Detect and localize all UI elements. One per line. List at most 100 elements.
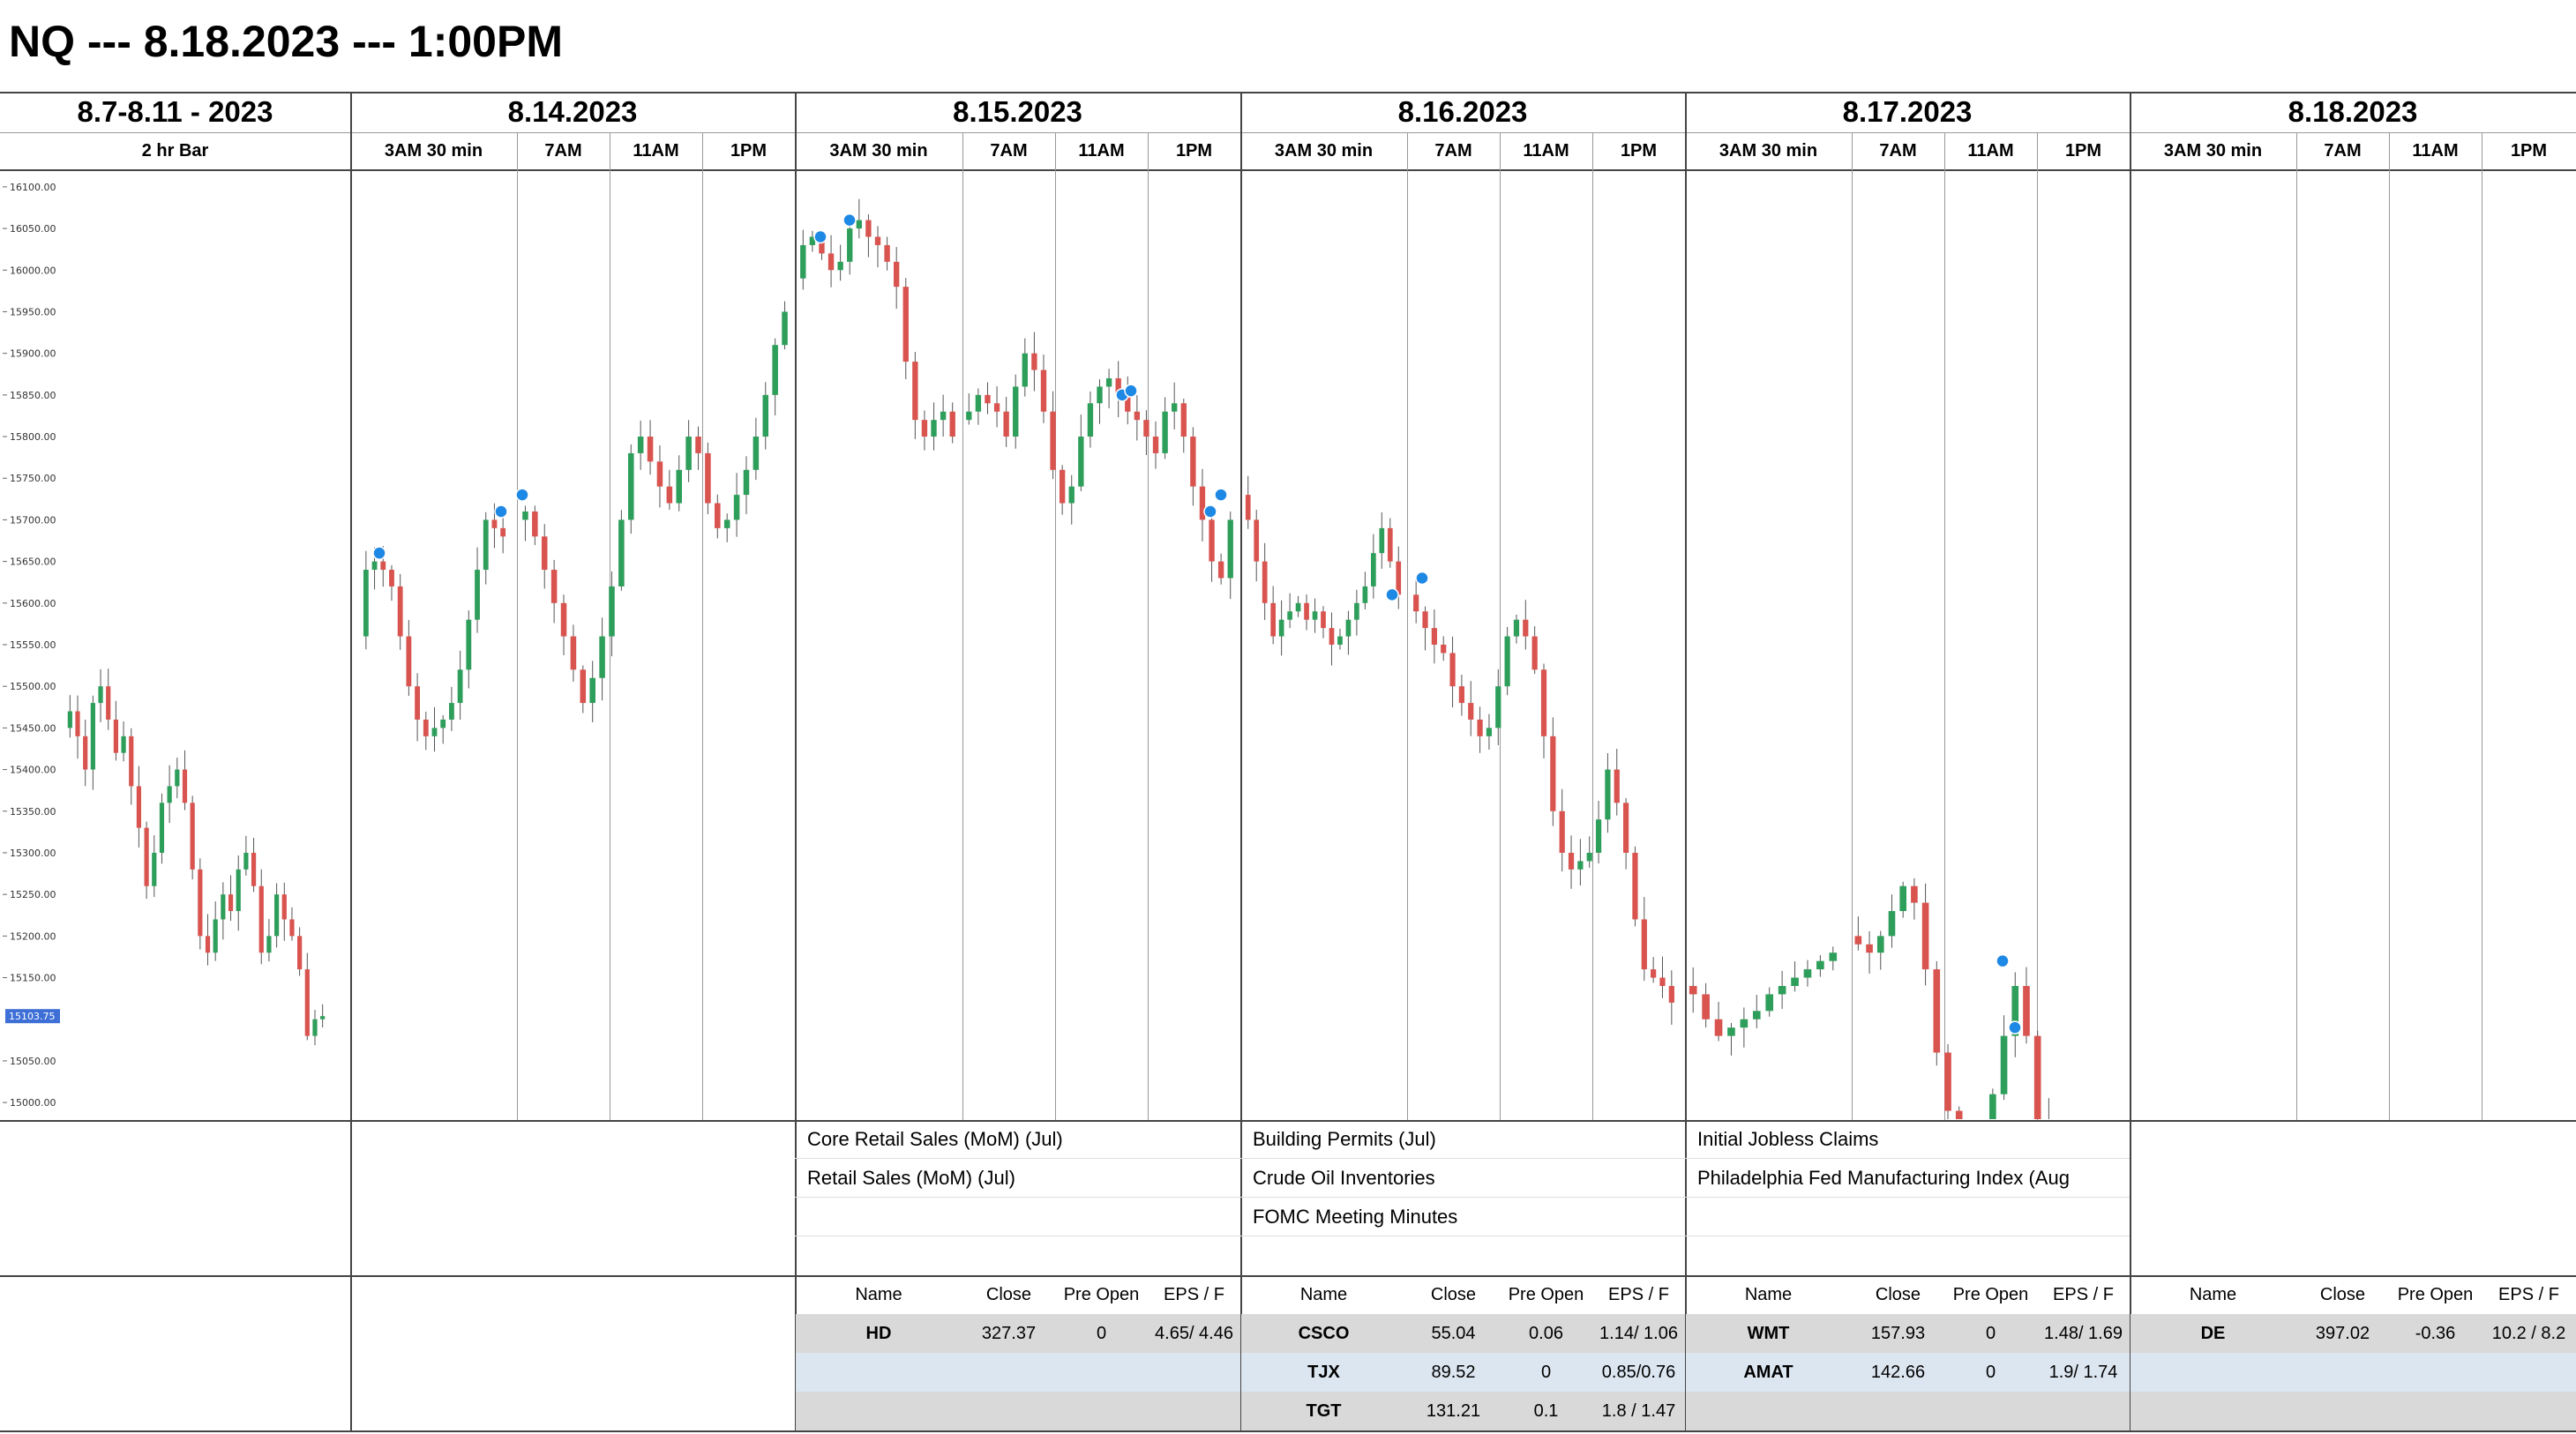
candle [297,927,303,976]
candle [1180,399,1187,453]
day-header: 8.17.2023 [1842,95,1973,128]
candle [570,624,577,682]
candle [1031,332,1037,392]
candle [656,445,663,508]
earnings-preopen: 0 [1985,1323,1996,1343]
earnings-ticker: HD [865,1323,892,1343]
sub-header: 7AM [2324,140,2362,161]
event-item: Philadelphia Fed Manufacturing Index (Au… [1685,1159,2130,1198]
y-tick-label: 15600.00 [10,598,56,609]
candle [274,883,280,948]
candle [753,417,760,481]
event-marker-icon[interactable] [1415,571,1429,586]
event-item: Crude Oil Inventories [1240,1159,1685,1198]
candle [1134,395,1141,441]
candle [1040,355,1047,423]
candle [560,594,567,655]
sub-header: 3AM 30 min [384,140,483,161]
candle [589,661,595,722]
candle [2000,1015,2008,1101]
candle [1287,593,1292,629]
earnings-eps: 1.9/ 1.74 [2048,1362,2118,1382]
candle [1803,960,1812,987]
candle [1458,675,1464,716]
sub-header: 3AM 30 min [1719,140,1818,161]
candle [1379,512,1385,569]
earnings-close: 89.52 [1431,1362,1476,1382]
candle [258,869,264,965]
candle [647,420,654,475]
sub-header: 11AM [1078,140,1125,161]
y-tick-label: 15850.00 [10,390,56,401]
event-marker-icon[interactable] [842,213,857,228]
candle [1523,600,1529,650]
sub-header: 1PM [1620,140,1658,161]
candle [723,513,730,542]
sub-header: 1PM [730,140,768,161]
earnings-preopen: 0.06 [1529,1323,1563,1343]
candle [1816,955,1824,977]
candle [800,229,806,290]
candle [618,510,625,591]
candle [167,765,172,824]
candle [599,617,605,701]
event-marker-icon[interactable] [1214,488,1228,502]
candle [113,700,118,761]
candle [320,1004,326,1027]
candle [251,838,257,893]
candle [1791,961,1799,992]
candle [500,513,506,554]
candle [1441,636,1447,661]
candle [2011,972,2019,1057]
y-tick-label: 16050.00 [10,223,56,235]
candle [483,512,489,585]
candle [666,469,673,510]
earnings-header: Pre Open [1952,1284,2029,1304]
y-tick-label: 16100.00 [10,182,56,193]
event-marker-icon[interactable] [1385,587,1399,602]
candle [1312,598,1318,633]
candle [1702,982,1710,1028]
candle [1337,628,1343,650]
candle [772,338,778,415]
day-header: 8.16.2023 [1397,95,1528,128]
event-item [1685,1198,2130,1236]
sub-header: 7AM [990,140,1028,161]
candle [1586,836,1592,868]
event-marker-icon[interactable] [494,504,508,519]
candle [2048,1098,2049,1119]
event-item: Initial Jobless Claims [1685,1120,2130,1159]
candle [931,402,937,451]
event-marker-icon[interactable] [1996,953,2010,968]
candle [1876,930,1884,970]
candle [1304,594,1309,631]
candle [389,564,394,601]
candle [912,352,918,439]
event-marker-icon[interactable] [1124,384,1138,398]
candle [1641,897,1647,982]
event-marker-icon[interactable] [1203,504,1217,519]
candle [466,610,472,689]
candle [440,714,446,744]
candle [1209,505,1215,582]
candlestick-chart[interactable]: 16100.00 16050.00 16000.00 15950.00 15900.00… [0,170,2576,1119]
candle [1295,595,1301,617]
earnings-ticker: WMT [1747,1323,1790,1343]
event-marker-icon[interactable] [372,546,386,560]
earnings-header: Pre Open [2397,1284,2474,1304]
candle [228,875,234,922]
candle [98,668,103,722]
candle [1778,971,1786,1009]
earnings-close: 131.21 [1426,1400,1481,1421]
sub-header: 3AM 30 min [829,140,928,161]
earnings-header: Close [2319,1284,2366,1304]
candle [1125,376,1131,425]
event-marker-icon[interactable] [2008,1020,2022,1034]
event-marker-icon[interactable] [813,229,827,244]
event-marker-icon[interactable] [515,488,529,502]
earnings-preopen: 0 [1985,1362,1996,1382]
candle [1422,606,1428,651]
candle [1217,553,1224,585]
candle [1668,970,1674,1025]
candle [1623,797,1629,870]
